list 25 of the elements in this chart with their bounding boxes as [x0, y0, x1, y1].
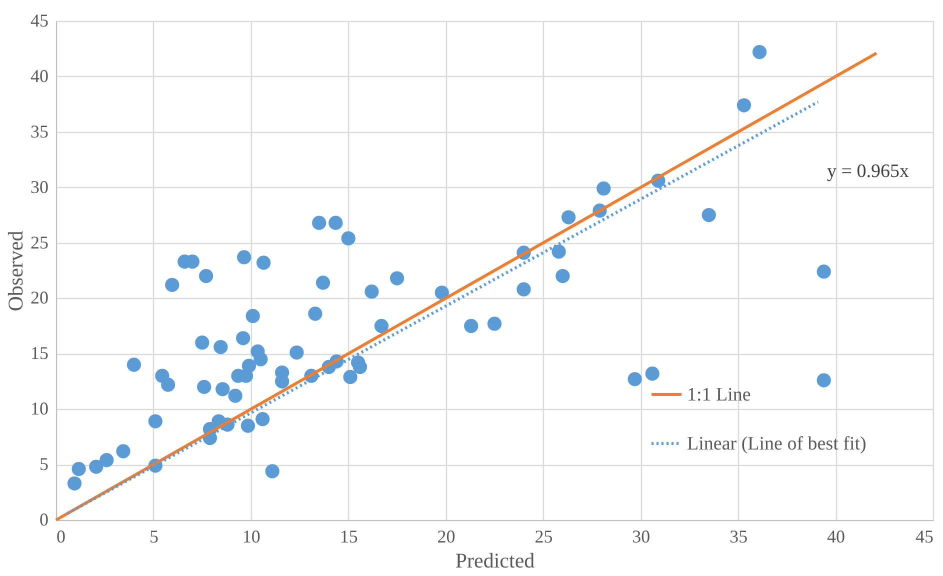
- x-axis-title: Predicted: [455, 548, 536, 572]
- y-tick-label: 0: [40, 510, 48, 530]
- y-tick-label: 10: [30, 398, 48, 419]
- x-tick-label: 25: [534, 526, 553, 546]
- y-tick-label: 25: [30, 232, 48, 252]
- y-tick-label: 5: [40, 454, 48, 474]
- annotation: y = 0.965x: [827, 161, 910, 182]
- y-tick-label: 35: [30, 121, 48, 142]
- x-tick-label: 10: [242, 526, 260, 546]
- x-tick-label: 40: [827, 526, 846, 546]
- legend-label: 1:1 Line: [687, 384, 751, 406]
- y-tick-label: 40: [30, 66, 48, 86]
- y-tick-label: 15: [30, 343, 48, 364]
- x-tick-label: 20: [437, 526, 456, 546]
- legend-label: Linear (Line of best fit): [687, 434, 866, 454]
- y-tick-label: 45: [30, 10, 48, 30]
- x-tick-label: 15: [340, 526, 358, 546]
- y-tick-label: 20: [30, 288, 48, 308]
- x-tick-label: 45: [916, 526, 934, 546]
- y-tick-label: 30: [30, 176, 48, 197]
- x-tick-label: 5: [149, 526, 158, 546]
- x-tick-label: 0: [56, 526, 66, 546]
- x-tick-label: 30: [632, 526, 650, 546]
- x-tick-label: 35: [730, 526, 748, 546]
- y-axis-title: Observed: [4, 230, 28, 312]
